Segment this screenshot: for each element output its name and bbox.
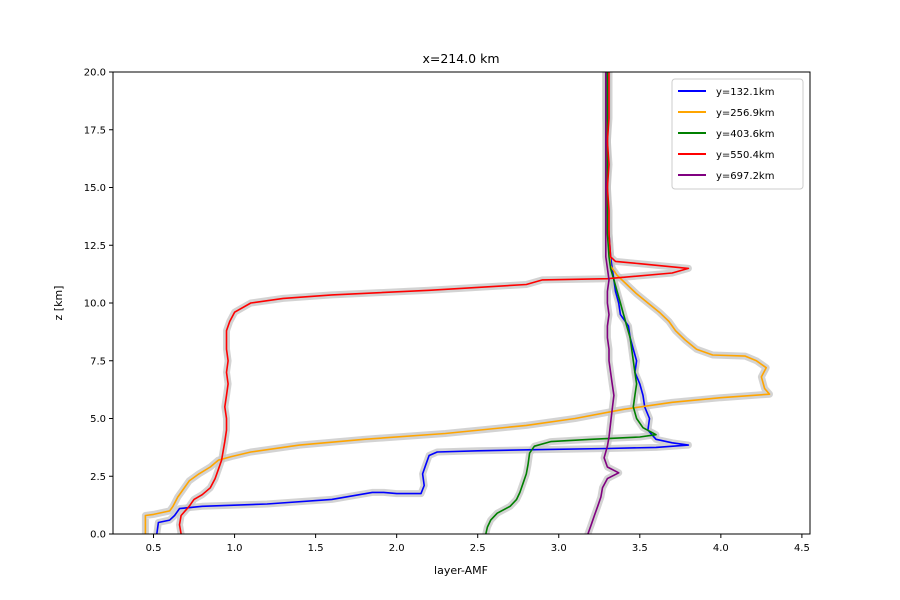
y-tick-label: 0.0 [90, 530, 106, 541]
y-axis-label: z [km] [52, 286, 65, 321]
x-tick-label: 4.5 [794, 543, 810, 554]
series-line-5 [587, 72, 620, 534]
x-tick-label: 4.0 [713, 543, 729, 554]
legend-label: y=132.1km [716, 87, 774, 98]
x-axis: 0.5 1.0 1.5 2.0 2.5 3.0 3.5 4.0 4.5 [146, 534, 810, 554]
y-tick-label: 17.5 [84, 125, 106, 136]
y-tick-label: 20.0 [84, 68, 106, 79]
legend-label: y=697.2km [716, 171, 774, 182]
y-tick-label: 2.5 [90, 472, 106, 483]
legend-box [671, 78, 804, 190]
y-tick-label: 10.0 [84, 299, 106, 310]
plot-area [141, 72, 773, 534]
x-tick-label: 3.0 [551, 543, 567, 554]
x-tick-label: 3.5 [632, 543, 648, 554]
x-tick-label: 1.5 [308, 543, 324, 554]
series-lines [144, 72, 771, 534]
y-tick-label: 7.5 [90, 356, 106, 367]
x-tick-label: 0.5 [146, 543, 162, 554]
legend-label: y=256.9km [716, 108, 774, 119]
legend-label: y=403.6km [716, 129, 774, 140]
series-line-4 [178, 72, 690, 534]
legend: y=132.1km y=256.9km y=403.6km y=550.4km y=69… [671, 78, 804, 190]
y-axis: 0.0 2.5 5.0 7.5 10.0 12.5 15.0 17.5 20.0 [84, 68, 113, 541]
x-axis-label: layer-AMF [434, 564, 488, 577]
series-line-3 [485, 72, 657, 534]
x-tick-label: 1.0 [227, 543, 243, 554]
y-tick-label: 15.0 [84, 183, 106, 194]
x-tick-label: 2.0 [389, 543, 405, 554]
y-tick-label: 12.5 [84, 241, 106, 252]
legend-label: y=550.4km [716, 150, 774, 161]
x-tick-label: 2.5 [470, 543, 486, 554]
y-tick-label: 5.0 [90, 414, 106, 425]
chart-title: x=214.0 km [422, 51, 499, 66]
